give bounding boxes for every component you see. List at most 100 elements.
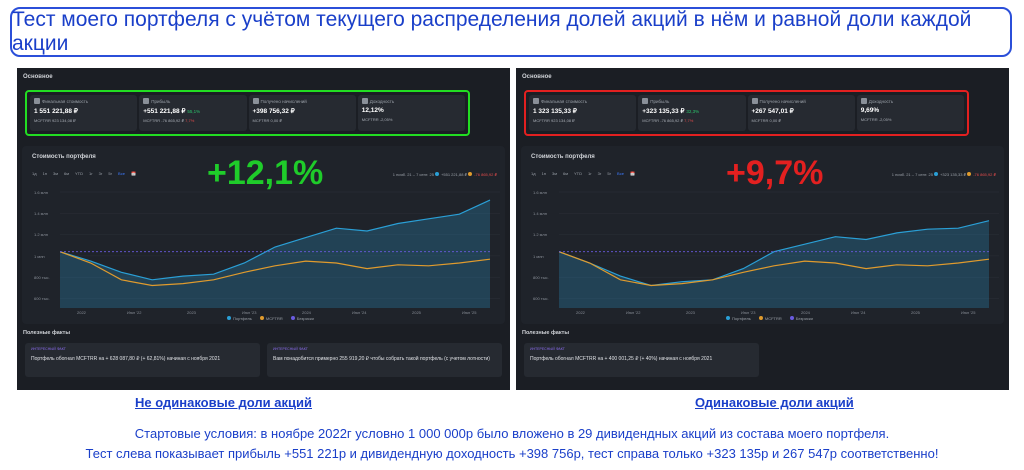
coins-icon bbox=[252, 98, 259, 104]
stat-sub: MCFTRR -2,05% bbox=[361, 117, 393, 122]
legend-portfolio[interactable]: Портфель bbox=[227, 316, 252, 321]
fact-tag: ИНТЕРЕСНЫЙ ФАКТ bbox=[273, 347, 308, 351]
stat-label: Прибыль bbox=[650, 98, 670, 104]
footer-line: Тест слева показывает прибыль +551 221р … bbox=[85, 446, 939, 461]
panel-right: Основное Финальная стоимость 1 323 135,3… bbox=[516, 68, 1009, 390]
footer-line: Стартовые условия: в ноябре 2022г условн… bbox=[134, 426, 890, 441]
stat-value: +551 221,88 ₽ bbox=[143, 108, 186, 115]
period-tab[interactable]: 3г bbox=[597, 171, 602, 176]
legend-index[interactable]: MCFTRR bbox=[758, 316, 782, 321]
series-line-index bbox=[60, 251, 491, 287]
percent-icon bbox=[860, 98, 867, 104]
period-tab[interactable]: 3г bbox=[98, 171, 103, 176]
stat-pct: 32,3% bbox=[686, 109, 700, 114]
legend-portfolio[interactable]: Портфель bbox=[726, 316, 751, 321]
chart-icon bbox=[143, 98, 150, 104]
period-tab[interactable]: 6м bbox=[63, 171, 69, 176]
period-tab[interactable]: YTD bbox=[74, 171, 83, 176]
section-main-label: Основное bbox=[522, 74, 552, 80]
stats-box: Финальная стоимость 1 323 135,33 ₽ MCFTR… bbox=[524, 90, 969, 136]
x-tick: Июл '25 bbox=[462, 310, 477, 315]
fact-text: Вам понадобится примерно 255 919,20 ₽ чт… bbox=[273, 356, 490, 362]
x-tick: 2022 bbox=[77, 310, 86, 315]
stat-label: Получено начислений bbox=[759, 98, 806, 104]
period-tab[interactable]: 6м bbox=[562, 171, 568, 176]
stat-final-value: Финальная стоимость 1 323 135,33 ₽ MCFTR… bbox=[529, 95, 637, 131]
x-tick: Июл '23 bbox=[741, 310, 756, 315]
period-tab[interactable]: 1д bbox=[531, 171, 536, 176]
fact-text: Портфель обогнал MCFTRR на + 628 087,80 … bbox=[31, 356, 221, 362]
calendar-icon[interactable]: 📅 bbox=[130, 171, 136, 176]
chart-title: Стоимость портфеля bbox=[32, 154, 96, 160]
x-tick: 2023 bbox=[686, 310, 695, 315]
stat-label: Финальная стоимость bbox=[42, 98, 89, 104]
panel-left: Основное Финальная стоимость 1 551 221,8… bbox=[17, 68, 510, 390]
chart-svg bbox=[60, 191, 500, 308]
wallet-icon bbox=[34, 98, 40, 104]
calendar-icon[interactable]: 📅 bbox=[629, 171, 635, 176]
x-tick: Июл '22 bbox=[626, 310, 641, 315]
y-tick: 1.6 млн bbox=[533, 190, 547, 195]
stat-sub-pct: 7,7% bbox=[185, 118, 195, 123]
series-line-index bbox=[559, 251, 990, 287]
legend-bench[interactable]: Безриски bbox=[789, 316, 813, 321]
period-tab[interactable]: 1д bbox=[32, 171, 37, 176]
stat-sub: MCFTRR -76 865,92 ₽ bbox=[642, 118, 684, 123]
fact-card: ИНТЕРЕСНЫЙ ФАКТ Портфель обогнал MCFTRR … bbox=[524, 343, 759, 377]
stat-sub: MCFTRR 923 134,08 ₽ bbox=[533, 118, 575, 123]
range-index: -76 865,92 ₽ bbox=[474, 172, 497, 177]
legend-index[interactable]: MCFTRR bbox=[259, 316, 283, 321]
legend-bench[interactable]: Безриски bbox=[290, 316, 314, 321]
x-tick: Июл '24 bbox=[851, 310, 866, 315]
period-tabs: 1д 1н 3м 6м YTD 1г 3г 5г Все 📅 bbox=[531, 171, 635, 176]
chart-range-legend: 1 нояб. 21 – 7 сент. 25 +323 135,33 ₽ -7… bbox=[892, 172, 996, 177]
fact-text: Портфель обогнал MCFTRR на + 400 001,25 … bbox=[530, 356, 713, 362]
stat-label: Доходность bbox=[868, 98, 894, 104]
stat-value: 1 323 135,33 ₽ bbox=[533, 108, 577, 115]
stat-pct: 55,1% bbox=[187, 109, 201, 114]
coins-icon bbox=[751, 98, 758, 104]
x-tick: 2025 bbox=[412, 310, 421, 315]
period-tab[interactable]: 5г bbox=[108, 171, 113, 176]
fact-tag: ИНТЕРЕСНЫЙ ФАКТ bbox=[31, 347, 66, 351]
range-portfolio: +551 221,88 ₽ bbox=[441, 172, 468, 177]
period-tab[interactable]: 1н bbox=[42, 171, 47, 176]
y-tick: 600 тыс. bbox=[34, 296, 50, 301]
period-tab[interactable]: 1н bbox=[541, 171, 546, 176]
stat-final-value: Финальная стоимость 1 551 221,88 ₽ MCFTR… bbox=[30, 95, 138, 131]
period-tabs: 1д 1н 3м 6м YTD 1г 3г 5г Все 📅 bbox=[32, 171, 136, 176]
stat-profit: Прибыль +551 221,88 ₽ 55,1% MCFTRR -76 8… bbox=[139, 95, 247, 131]
chart-title: Стоимость портфеля bbox=[531, 154, 595, 160]
big-return-label: +9,7% bbox=[726, 154, 824, 192]
page-title: Тест моего портфеля с учётом текущего ра… bbox=[10, 7, 1012, 57]
series-line-portfolio bbox=[559, 220, 990, 287]
stat-profit: Прибыль +323 135,33 ₽ 32,3% MCFTRR -76 8… bbox=[638, 95, 746, 131]
stat-label: Прибыль bbox=[151, 98, 171, 104]
period-tab[interactable]: 1г bbox=[88, 171, 93, 176]
fact-card: ИНТЕРЕСНЫЙ ФАКТ Портфель обогнал MCFTRR … bbox=[25, 343, 260, 377]
portfolio-chart: Стоимость портфеля 1д 1н 3м 6м YTD 1г 3г… bbox=[22, 146, 505, 324]
period-tab[interactable]: 1г bbox=[587, 171, 592, 176]
period-tab[interactable]: YTD bbox=[573, 171, 582, 176]
period-tab[interactable]: 3м bbox=[552, 171, 557, 176]
period-tab[interactable]: 5г bbox=[607, 171, 612, 176]
y-tick: 1.2 млн bbox=[533, 232, 547, 237]
x-tick: 2022 bbox=[576, 310, 585, 315]
x-tick: 2024 bbox=[302, 310, 311, 315]
stat-yield: Доходность 9,69% MCFTRR -2,05% bbox=[856, 95, 964, 131]
stat-value: +398 756,32 ₽ bbox=[252, 108, 295, 115]
period-tab[interactable]: 3м bbox=[53, 171, 58, 176]
y-tick: 600 тыс. bbox=[533, 296, 549, 301]
y-tick: 1.2 млн bbox=[34, 232, 48, 237]
wallet-icon bbox=[533, 98, 539, 104]
stat-sub-pct: 7,7% bbox=[684, 118, 694, 123]
x-tick: 2024 bbox=[801, 310, 810, 315]
series-line-portfolio bbox=[60, 199, 491, 281]
x-tick: Июл '24 bbox=[352, 310, 367, 315]
x-tick: Июл '23 bbox=[242, 310, 257, 315]
section-main-label: Основное bbox=[23, 74, 53, 80]
y-tick: 800 тыс. bbox=[34, 275, 50, 280]
chart-svg bbox=[559, 191, 999, 308]
period-tab[interactable]: Все bbox=[118, 171, 125, 176]
period-tab[interactable]: Все bbox=[617, 171, 624, 176]
